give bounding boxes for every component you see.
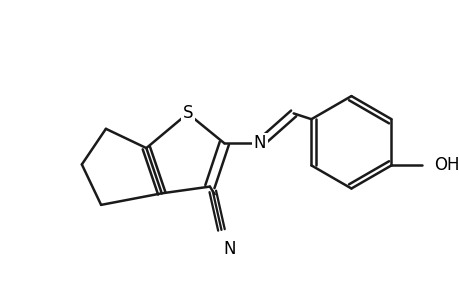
Text: OH: OH xyxy=(433,156,459,174)
Text: N: N xyxy=(223,240,235,258)
Text: N: N xyxy=(253,134,266,152)
Text: S: S xyxy=(182,104,193,122)
